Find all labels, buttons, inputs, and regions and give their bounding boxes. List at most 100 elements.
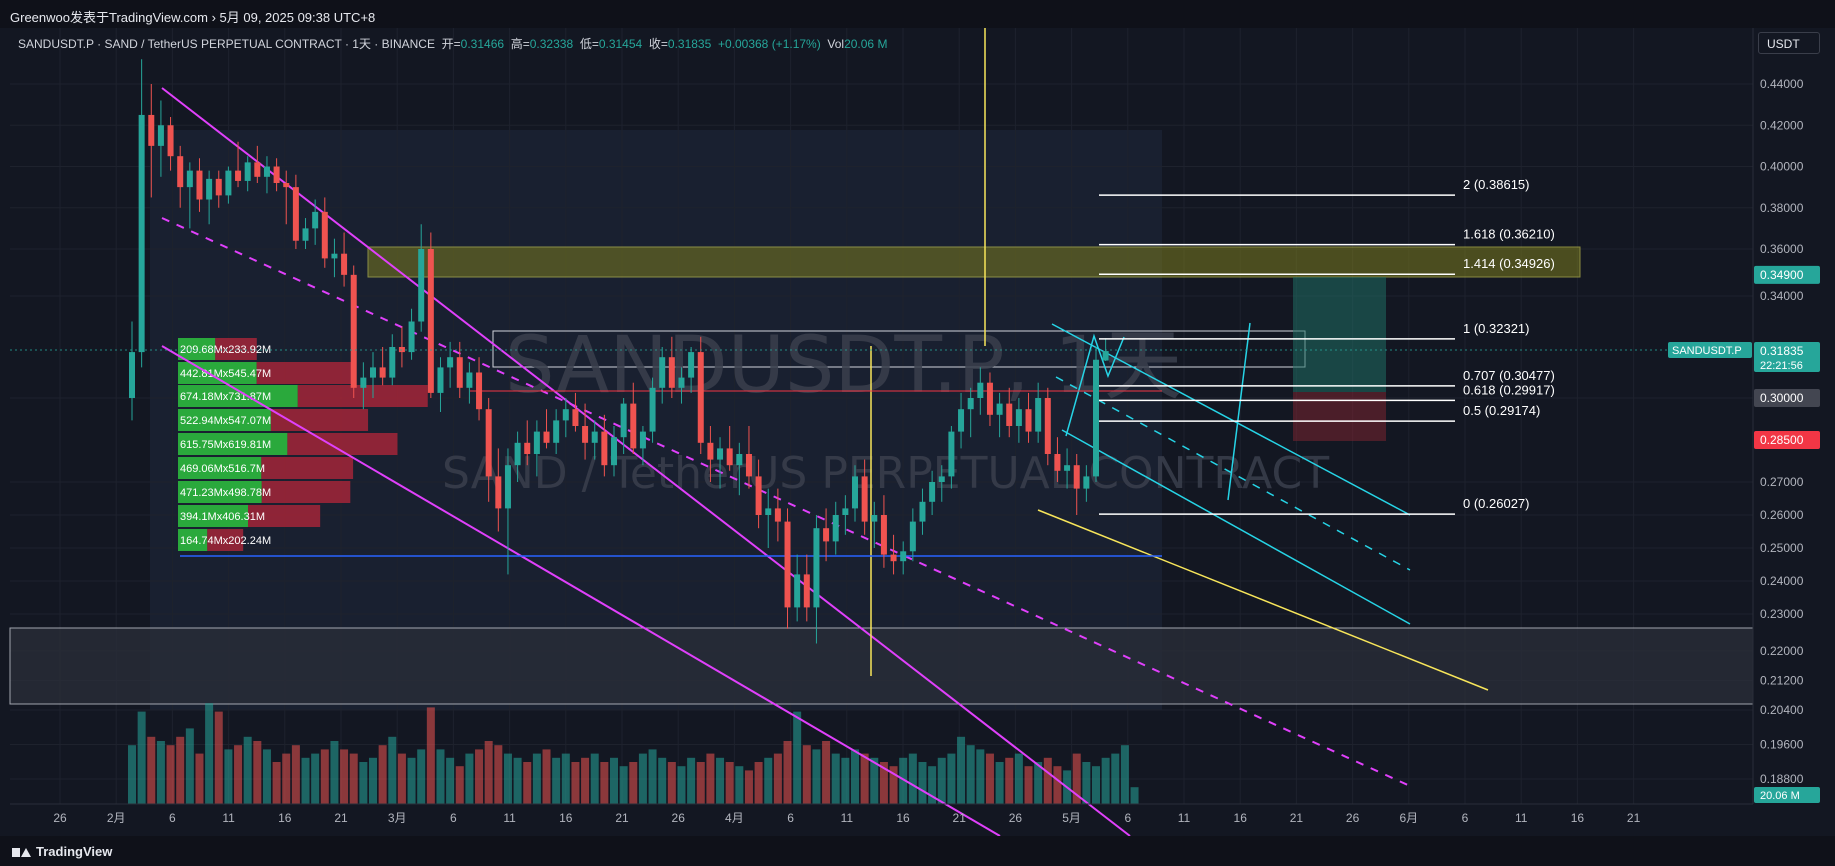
volume-bar	[128, 745, 136, 804]
time-tick-label: 16	[559, 811, 573, 825]
profile-label: 471.23Mx498.78M	[180, 487, 271, 499]
volume-bar	[359, 762, 368, 804]
candle	[967, 387, 974, 438]
legend-open-label: 开=	[441, 37, 461, 51]
volume-bar	[802, 745, 811, 804]
candle-body	[707, 442, 714, 460]
fib-level: 0.5 (0.29174)	[1099, 403, 1540, 422]
volume-profile-row: 209.68Mx233.92M	[178, 338, 271, 360]
profile-label: 394.1Mx406.31M	[180, 511, 265, 523]
volume-bar	[426, 707, 435, 804]
volume-bar	[764, 757, 773, 804]
candle-body	[138, 114, 145, 353]
volume-bar	[870, 757, 879, 804]
profile-down-bar	[261, 481, 351, 503]
candle	[639, 426, 646, 466]
candle	[254, 145, 261, 183]
time-tick-label: 16	[1571, 811, 1585, 825]
candle-body	[1025, 409, 1032, 432]
candle-body	[1064, 465, 1071, 471]
candle-body	[649, 387, 656, 432]
profile-up-bar	[178, 385, 298, 407]
candle-body	[341, 253, 348, 275]
candle	[591, 420, 598, 460]
candle-body	[408, 321, 415, 353]
cyan-channel-mid	[1055, 376, 1411, 571]
candle	[312, 199, 319, 245]
candle-body	[774, 508, 781, 522]
candle-body	[418, 249, 425, 322]
candle-body	[929, 482, 936, 502]
candle-body	[370, 367, 376, 378]
profile-up-bar	[178, 529, 208, 551]
candle-body	[909, 521, 916, 552]
currency-selector[interactable]: USDT	[1758, 32, 1820, 54]
candle-body	[495, 476, 502, 509]
price-tick-label: 0.22000	[1760, 644, 1804, 658]
candle-body	[447, 357, 454, 368]
volume-bar	[1014, 753, 1023, 804]
candle	[504, 448, 511, 575]
candle-body	[302, 228, 309, 241]
candle-body	[630, 403, 637, 449]
candle-body	[206, 178, 213, 200]
candle-body	[186, 170, 193, 188]
legend-symbol[interactable]: SANDUSDT.P · SAND / TetherUS PERPETUAL C…	[18, 37, 435, 51]
time-tick-label: 21	[334, 811, 348, 825]
volume-bar	[532, 753, 541, 804]
price-tick-label: 0.38000	[1760, 201, 1804, 215]
candle	[495, 448, 502, 532]
time-tick-label: 26	[672, 811, 686, 825]
candle	[1083, 465, 1090, 502]
candle-body	[678, 377, 685, 388]
candle	[225, 166, 232, 204]
time-tick-label: 4月	[725, 811, 744, 825]
volume-bar	[658, 757, 667, 804]
volume-bar	[812, 749, 821, 804]
time-tick-label: 3月	[388, 811, 407, 825]
volume-bar	[966, 745, 975, 804]
candle-body	[225, 170, 232, 196]
time-tick-label: 21	[1290, 811, 1304, 825]
profile-up-bar	[178, 433, 288, 455]
volume-bar	[1101, 757, 1110, 804]
position-profit-zone	[1293, 277, 1386, 392]
candle	[755, 459, 762, 529]
volume-bar	[282, 753, 291, 804]
svg-text:20.06 M: 20.06 M	[1760, 790, 1800, 802]
support-zone	[9, 627, 1754, 705]
fib-level: 1.414 (0.34926)	[1099, 256, 1555, 275]
time-tick-label: 5月	[1062, 811, 1081, 825]
profile-up-bar	[178, 481, 262, 503]
candle-body	[784, 521, 791, 608]
price-badge: 0.30000	[1754, 389, 1820, 407]
tradingview-logo[interactable]: TradingView	[12, 844, 112, 859]
candle	[244, 156, 251, 192]
candle-body	[755, 476, 762, 515]
time-tick-label: 26	[53, 811, 67, 825]
svg-text:0.34900: 0.34900	[1760, 268, 1804, 282]
candle	[456, 341, 463, 398]
time-tick-label: 21	[615, 811, 629, 825]
volume-bar	[985, 753, 994, 804]
candle-body	[697, 352, 704, 443]
volume-bar	[195, 753, 204, 804]
candle	[1064, 448, 1071, 489]
position-loss-zone	[1293, 392, 1386, 441]
profile-up-bar	[178, 457, 262, 479]
tradingview-brand-text: TradingView	[36, 844, 113, 859]
profile-label: 615.75Mx619.81M	[180, 439, 271, 451]
fib-label: 0.5 (0.29174)	[1463, 403, 1540, 418]
candle-body	[1102, 351, 1109, 361]
candle-body	[1054, 454, 1061, 471]
legend-high-label: 高=	[510, 37, 530, 51]
candle	[986, 372, 993, 426]
candle	[215, 170, 222, 208]
candle	[572, 392, 579, 432]
candle-body	[1093, 359, 1099, 477]
candle-body	[456, 357, 463, 388]
candle-body	[688, 352, 695, 378]
fib-label: 2 (0.38615)	[1463, 177, 1530, 192]
price-tick-label: 0.36000	[1760, 242, 1804, 256]
